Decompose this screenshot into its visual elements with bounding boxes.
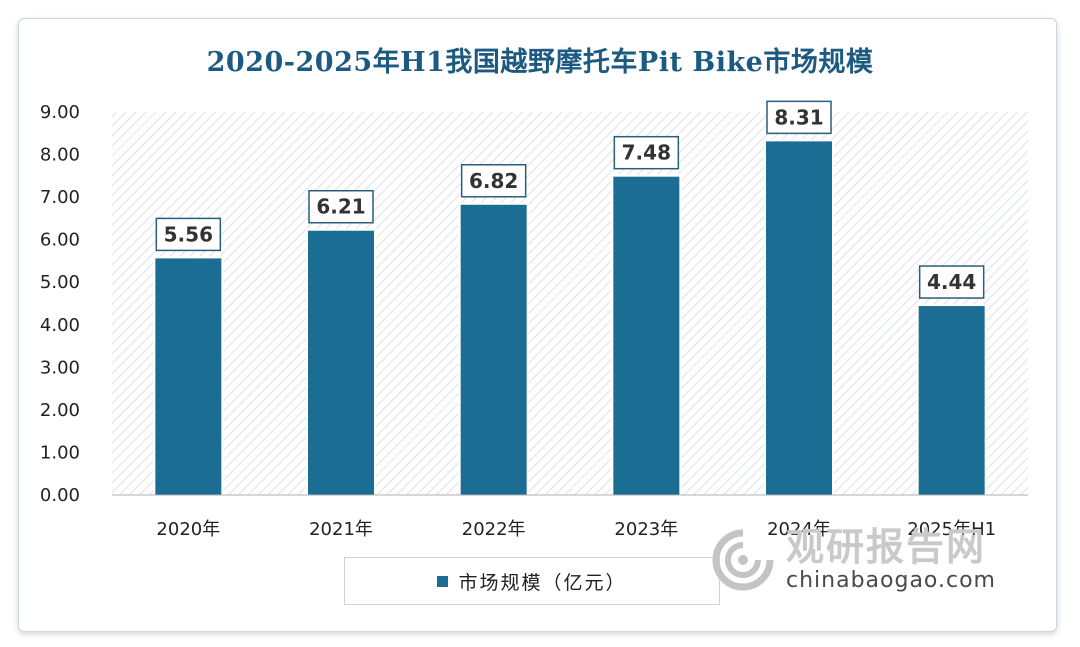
data-label-box bbox=[766, 100, 832, 135]
y-tick-label: 5.00 bbox=[40, 272, 80, 293]
bar bbox=[308, 230, 374, 496]
data-label-box bbox=[308, 189, 374, 224]
data-label: 6.21 bbox=[316, 195, 365, 219]
legend: 市场规模（亿元） bbox=[344, 557, 720, 605]
corner-watermark-en: chinabaogao.com bbox=[786, 568, 996, 593]
y-tick-label: 8.00 bbox=[40, 145, 80, 166]
data-label: 7.48 bbox=[622, 141, 671, 165]
bar bbox=[155, 258, 222, 495]
watermark-logo-icon bbox=[712, 529, 774, 591]
x-tick-label: 2020年 bbox=[156, 519, 220, 540]
bar bbox=[918, 306, 985, 495]
data-label-box bbox=[155, 217, 222, 252]
corner-watermark: 观研报告网 chinabaogao.com bbox=[708, 525, 996, 595]
y-tick-label: 7.00 bbox=[40, 187, 80, 208]
data-label-box bbox=[613, 135, 680, 170]
data-label: 8.31 bbox=[774, 105, 823, 129]
data-label: 4.44 bbox=[927, 270, 976, 294]
chart-title: 2020-2025年H1我国越野摩托车Pit Bike市场规模 bbox=[206, 47, 874, 78]
x-axis-ticks: 2020年 2021年 2022年 2023年 2024年 2025年H1 bbox=[156, 519, 996, 540]
x-tick-label: 2021年 bbox=[309, 519, 373, 540]
y-tick-label: 1.00 bbox=[40, 442, 80, 463]
x-tick-label: 2025年H1 bbox=[907, 519, 996, 540]
y-tick-label: 9.00 bbox=[40, 102, 80, 123]
data-labels: 5.56 6.21 6.82 7.48 8.31 4.44 bbox=[155, 100, 985, 299]
x-tick-label: 2023年 bbox=[614, 519, 678, 540]
bar bbox=[613, 176, 680, 495]
y-tick-label: 4.00 bbox=[40, 315, 80, 336]
data-label: 6.82 bbox=[469, 169, 518, 193]
data-label: 5.56 bbox=[164, 222, 213, 246]
x-tick-label: 2022年 bbox=[462, 519, 526, 540]
data-label-box bbox=[918, 265, 985, 299]
data-label-box bbox=[460, 164, 527, 198]
bar bbox=[766, 141, 832, 495]
x-tick-label: 2024年 bbox=[767, 519, 831, 540]
legend-swatch bbox=[437, 575, 449, 587]
y-tick-label: 0.00 bbox=[40, 485, 80, 506]
y-tick-label: 2.00 bbox=[40, 400, 80, 421]
plot-area bbox=[112, 112, 1028, 495]
corner-watermark-cn: 观研报告网 bbox=[786, 525, 987, 569]
y-axis-ticks: 0.00 1.00 2.00 3.00 4.00 5.00 6.00 7.00 8.00 9.00 bbox=[40, 102, 80, 506]
legend-label: 市场规模（亿元） bbox=[458, 571, 627, 594]
y-tick-label: 3.00 bbox=[40, 357, 80, 378]
y-tick-label: 6.00 bbox=[40, 230, 80, 251]
bar bbox=[460, 204, 527, 495]
bars bbox=[153, 139, 987, 496]
